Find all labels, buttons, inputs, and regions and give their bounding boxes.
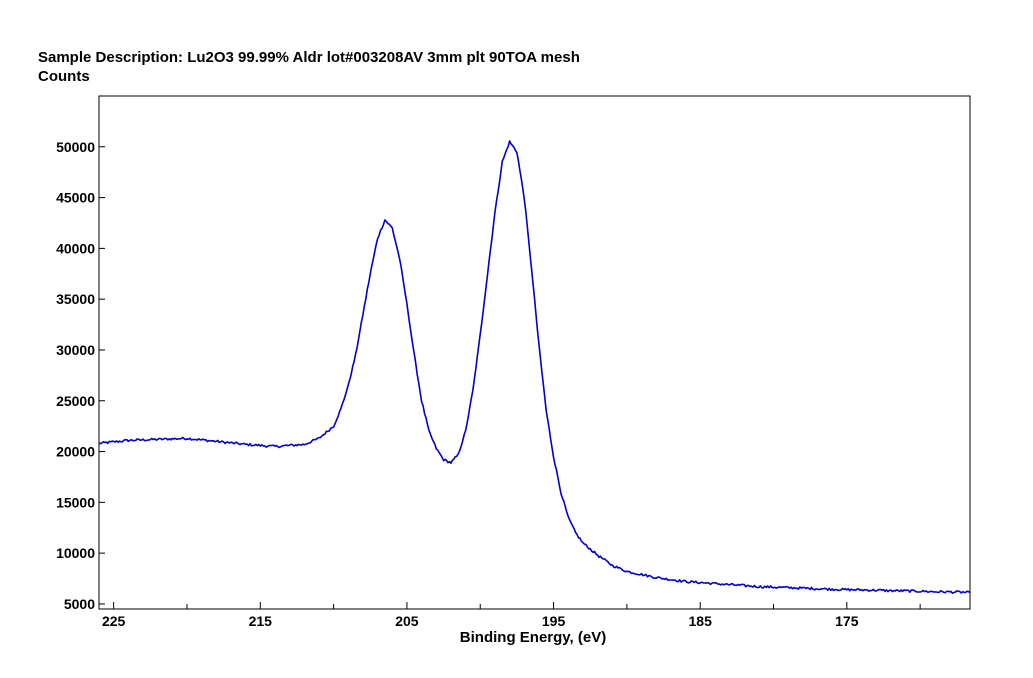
- y-tick-label: 45000: [56, 190, 95, 206]
- y-tick-label: 40000: [56, 240, 95, 256]
- y-tick-label: 15000: [56, 494, 95, 510]
- y-tick-label: 50000: [56, 139, 95, 155]
- plot-frame: [98, 95, 971, 610]
- x-axis: 225 215 205 195 185 175: [102, 602, 921, 629]
- x-tick-label: 185: [689, 613, 713, 629]
- y-tick-label: 10000: [56, 545, 95, 561]
- x-tick-label: 195: [542, 613, 566, 629]
- y-tick-label: 25000: [56, 393, 95, 409]
- y-tick-label: 35000: [56, 291, 95, 307]
- y-tick-label: 20000: [56, 444, 95, 460]
- x-tick-label: 215: [249, 613, 273, 629]
- y-tick-label: 30000: [56, 342, 95, 358]
- chart-title: Sample Description: Lu2O3 99.99% Aldr lo…: [38, 49, 580, 66]
- y-axis: 5000 10000 15000 20000 25000 30000 35000 40000 4…: [56, 139, 105, 612]
- y-tick-label: 5000: [64, 596, 95, 612]
- x-tick-label: 225: [102, 613, 126, 629]
- x-tick-label: 205: [395, 613, 419, 629]
- x-tick-label: 175: [835, 613, 859, 629]
- x-axis-label: Binding Energy, (eV): [459, 629, 607, 646]
- y-axis-label: Counts: [38, 68, 90, 85]
- spectrum-line: [98, 140, 971, 595]
